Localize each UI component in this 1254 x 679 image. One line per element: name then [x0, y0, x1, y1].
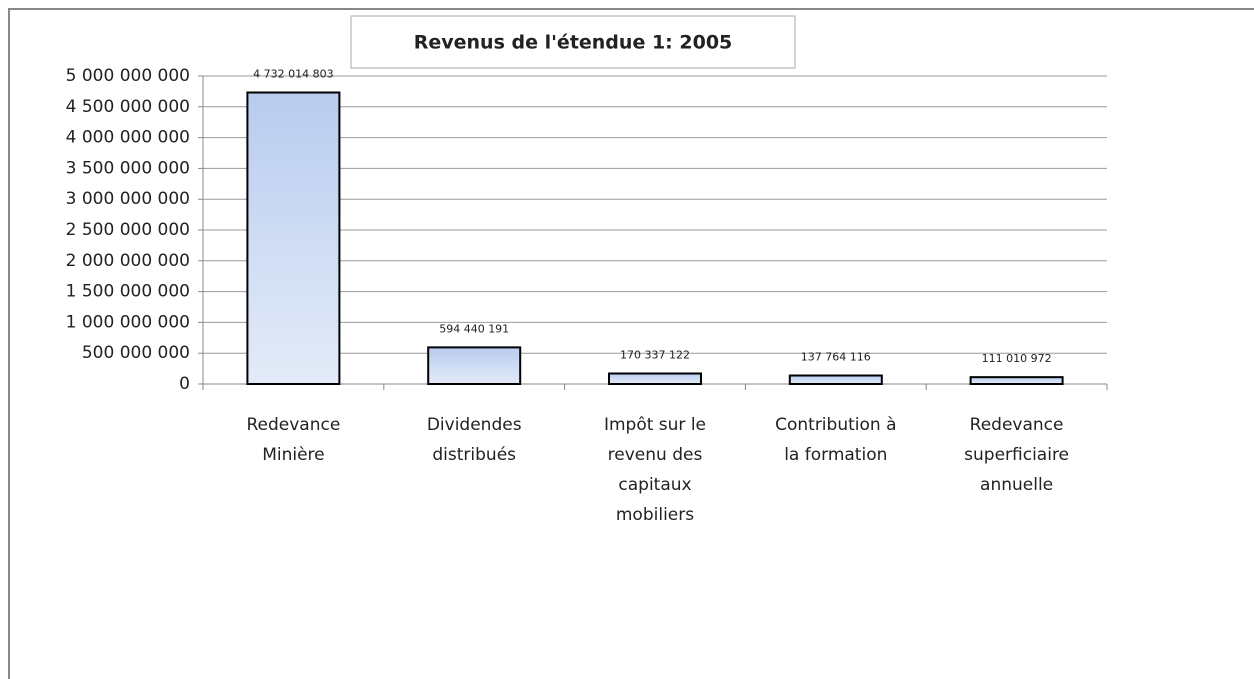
- bar: [608, 372, 702, 385]
- value-label: 111 010 972: [982, 352, 1052, 365]
- bar: [788, 374, 883, 386]
- x-tick-label: Redevance Minière: [246, 415, 340, 465]
- bar: [427, 346, 522, 385]
- frame: [8, 8, 1254, 679]
- value-label: 594 440 191: [439, 322, 509, 335]
- y-tick-label: 2 500 000 000: [66, 220, 190, 240]
- y-tick-label: 500 000 000: [82, 343, 190, 363]
- y-tick-label: 3 500 000 000: [66, 158, 190, 178]
- value-label: 137 764 116: [801, 351, 871, 364]
- plot-area: 0 500 000 000 1 000 000 000 1 500 000 000 2 …: [66, 66, 1108, 525]
- value-label: 170 337 122: [620, 349, 690, 362]
- y-tick-label: 4 000 000 000: [66, 128, 190, 148]
- value-label: 4 732 014 803: [253, 68, 333, 81]
- y-tick-label: 1 500 000 000: [66, 282, 190, 302]
- bar: [969, 376, 1064, 385]
- y-tick-label: 0: [179, 374, 190, 394]
- y-tick-label: 5 000 000 000: [66, 66, 190, 86]
- title-box: [350, 15, 796, 69]
- y-tick-label: 2 000 000 000: [66, 251, 190, 271]
- bar: [246, 91, 341, 386]
- chart-title: Revenus de l'étendue 1: 2005: [414, 32, 733, 54]
- x-tick-label: Dividendes distribués: [427, 415, 522, 465]
- x-tick-label: Redevance superficiaire annuelle: [964, 415, 1069, 495]
- y-tick-label: 4 500 000 000: [66, 97, 190, 117]
- y-tick-label: 3 000 000 000: [66, 189, 190, 209]
- x-tick-label: Contribution à la formation: [775, 415, 896, 465]
- x-tick-label: Impôt sur le revenu des capitaux mobiliers: [604, 415, 706, 525]
- y-tick-label: 1 000 000 000: [66, 312, 190, 332]
